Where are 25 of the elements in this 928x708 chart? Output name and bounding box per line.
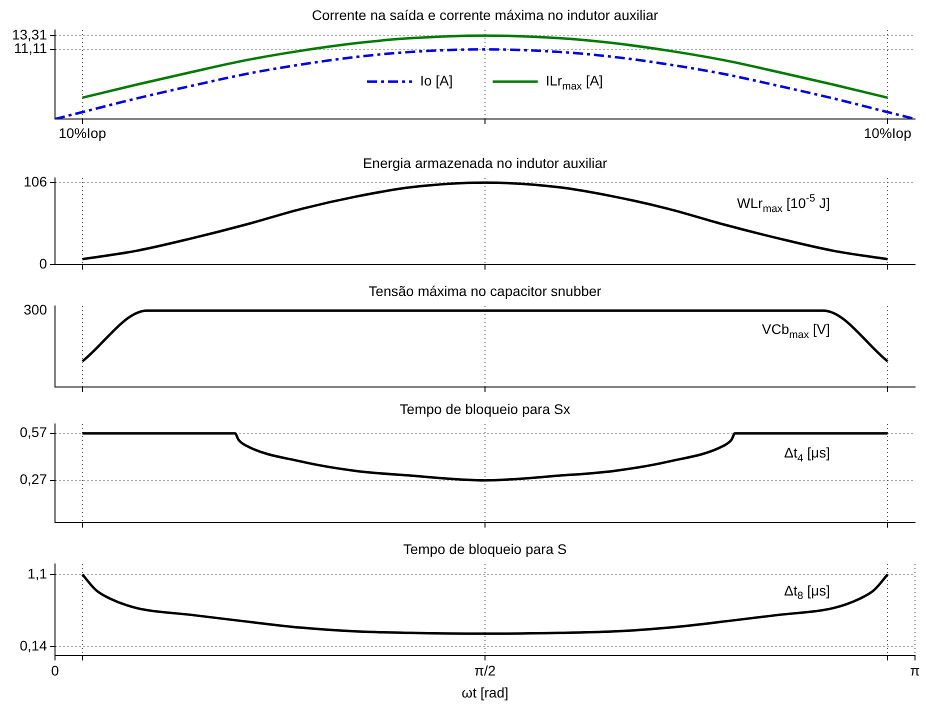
y-tick-label: 0,57 [20,424,48,440]
x-tick-label: π [910,662,920,679]
chart-title: Energia armazenada no indutor auxiliar [362,154,608,171]
text: 10%Iop [58,124,106,141]
line-series [81,432,889,482]
line-series [81,573,889,635]
chart-title: Corrente na saída e corrente máxima no indutor auxiliar [312,6,658,23]
x-axis-title: ωt [rad] [462,684,508,700]
legend-label: Io [A] [420,72,453,88]
x-tick-label: 0 [51,662,60,679]
line-series [81,34,889,99]
y-tick-label: 106 [24,174,48,190]
chart-title: Tempo de bloqueio para S [403,540,567,557]
y-tick-label: 0 [39,255,48,272]
line-series [81,181,889,260]
y-tick-label: 0,14 [20,637,48,654]
y-tick-label: 11,11 [14,40,48,56]
chart-title: Tempo de bloqueio para Sx [400,400,570,417]
chart-title: Tensão máxima no capacitor snubber [368,282,602,299]
y-tick-label: 1,1 [28,565,48,582]
x-tick-label: π/2 [474,662,496,679]
text: 10%Iop [864,124,912,141]
y-tick-label: 13,31 [12,26,48,42]
text: 300 [24,301,48,318]
y-tick-label: 0,27 [20,471,48,488]
